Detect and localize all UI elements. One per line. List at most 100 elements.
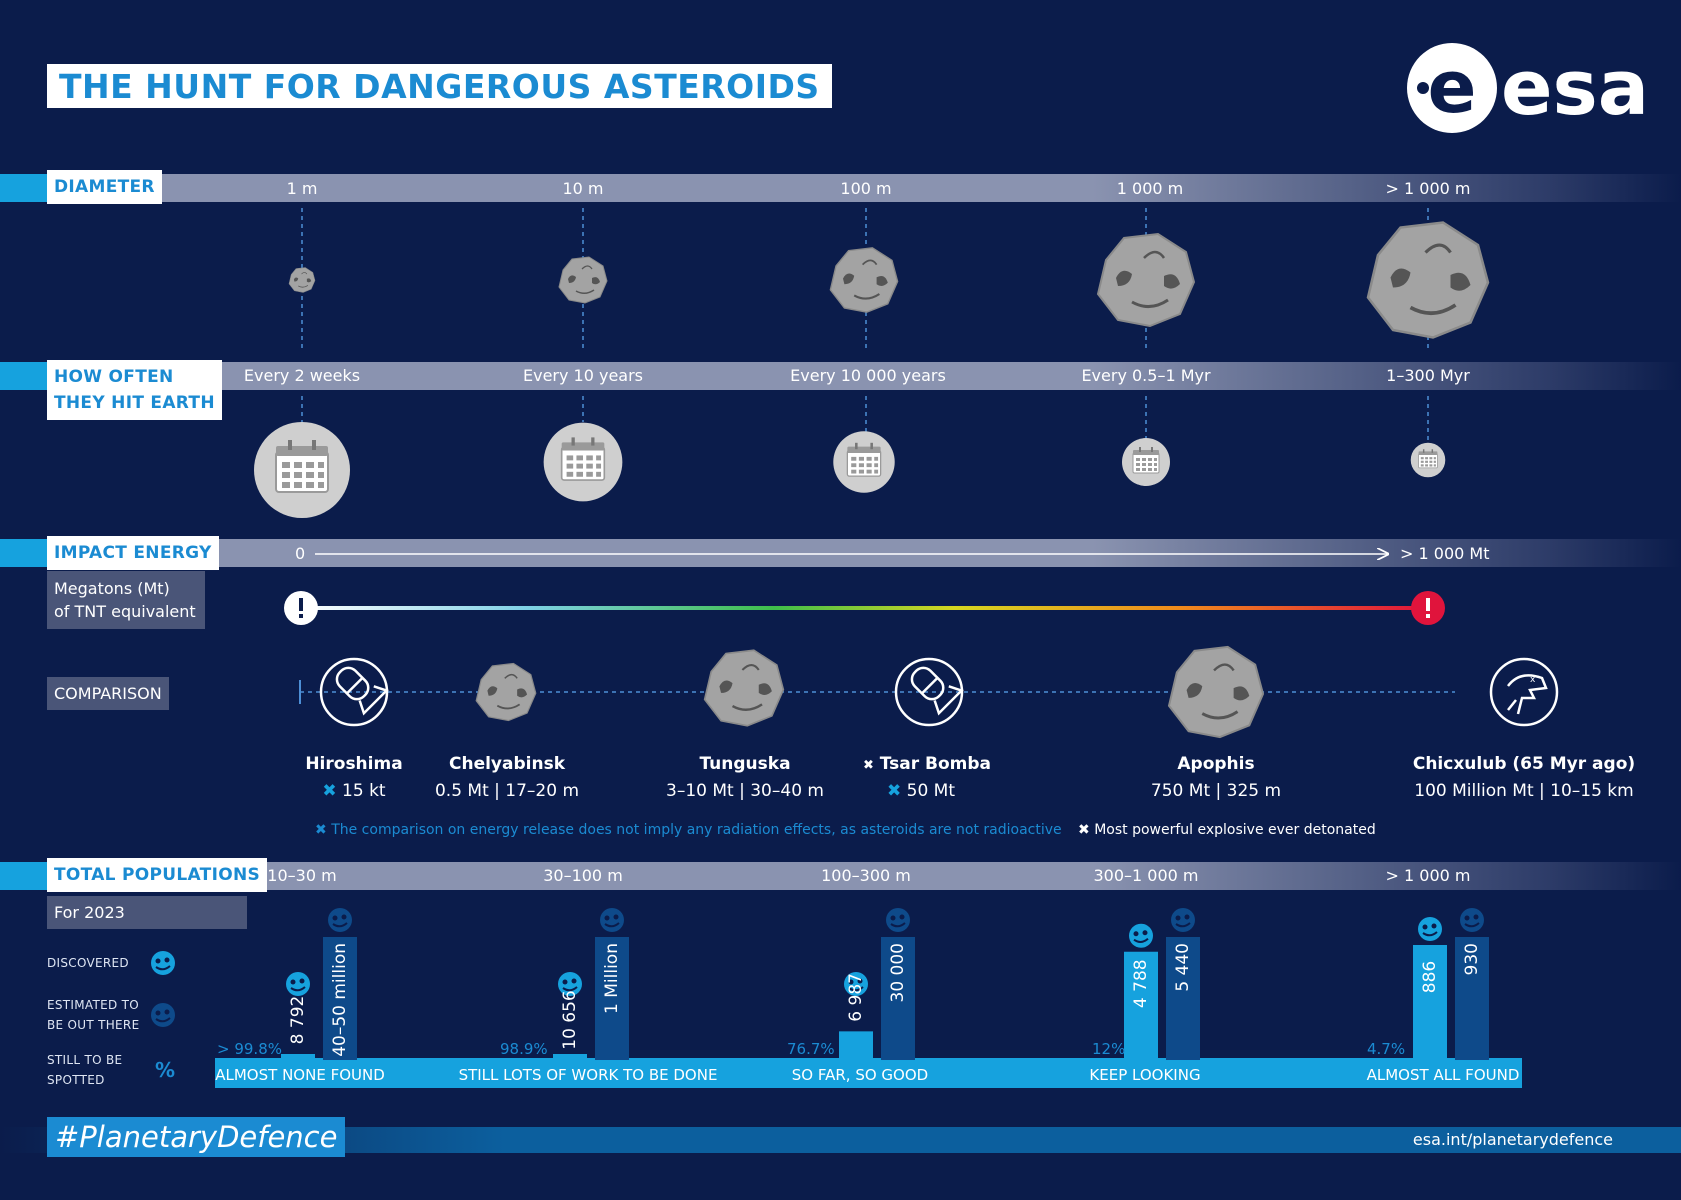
frequency-label: HOW OFTEN THEY HIT EARTH	[47, 360, 222, 420]
energy-band	[0, 539, 1681, 567]
estimated-value-label: 1 Million	[602, 943, 622, 1014]
frequency-300myr: 1–300 Myr	[1386, 366, 1470, 385]
radiation-note: ✖ The comparison on energy release does …	[315, 822, 1062, 838]
powerful-note-text: Most powerful explosive ever detonated	[1094, 822, 1376, 838]
verdict-label: ALMOST NONE FOUND	[215, 1066, 385, 1084]
population-category-label: 10–30 m	[267, 866, 337, 885]
asteroid-gt1000m-icon	[1366, 220, 1490, 340]
legend-icons	[151, 951, 175, 1027]
energy-label: IMPACT ENERGY	[47, 536, 219, 570]
svg-text:e: e	[1428, 45, 1477, 129]
estimated-bar	[1166, 937, 1200, 1060]
estimated-bar	[1455, 937, 1489, 1060]
energy-gradient-bar	[301, 606, 1428, 610]
population-category-label: 300–1 000 m	[1093, 866, 1199, 885]
footer-url[interactable]: esa.int/planetarydefence	[1412, 1130, 1613, 1149]
still-to-be-spotted-percent: 12%	[1092, 1040, 1125, 1058]
comparison-name-apophis: Apophis	[1177, 754, 1255, 774]
discovered-value-label: 6 987	[846, 973, 866, 1022]
asteroid-10m-icon	[558, 256, 608, 304]
discovered-asteroid-icon	[1418, 917, 1442, 941]
frequency-10years: Every 10 years	[522, 366, 644, 385]
asteroid-icon	[1167, 645, 1265, 739]
discovered-value-label: 10 656	[560, 990, 580, 1049]
comparison-name-chicxulub: Chicxulub (65 Myr ago)	[1412, 754, 1636, 774]
diameter-100m: 100 m	[840, 179, 892, 198]
calendar-icon	[1121, 437, 1171, 487]
frequency-2weeks: Every 2 weeks	[243, 366, 361, 385]
legend-spotted-line1: STILL TO BE	[47, 1053, 123, 1067]
bomb-icon	[894, 656, 964, 727]
estimated-asteroid-icon	[328, 908, 352, 932]
estimated-bar	[595, 937, 629, 1060]
populations-band	[0, 862, 1681, 890]
frequency-calendars	[253, 396, 1446, 519]
powerful-note-icon: ✖	[1078, 822, 1090, 838]
legend-estimated-line2: BE OUT THERE	[47, 1018, 140, 1032]
discovered-bar	[839, 1031, 873, 1060]
legend-estimated: ESTIMATED TO BE OUT THERE	[47, 995, 139, 1035]
energy-scale	[284, 540, 1445, 625]
still-to-be-spotted-percent: 76.7%	[787, 1040, 835, 1058]
legend-percent: %	[155, 1058, 176, 1082]
populations-chart: 8 792 10 656 6 987 4 788 886 40–50 million 1 M…	[215, 908, 1522, 1088]
logo-text: esa	[1501, 43, 1649, 132]
verdict-label: KEEP LOOKING	[1089, 1066, 1200, 1084]
diameter-10m: 10 m	[562, 179, 604, 198]
calendar-icon	[832, 430, 896, 494]
discovered-bar	[1124, 951, 1158, 1060]
frequency-myr: Every 0.5–1 Myr	[1081, 366, 1211, 385]
estimated-asteroid-icon	[1460, 908, 1484, 932]
comparison-name-tunguska: Tunguska	[699, 754, 791, 774]
diameter-1000m: 1 000 m	[1116, 179, 1184, 198]
powerful-note: ✖ Most powerful explosive ever detonated	[1078, 822, 1376, 838]
warning-high-icon	[1411, 591, 1445, 625]
still-to-be-spotted-percent: > 99.8%	[217, 1040, 282, 1058]
estimated-asteroid-icon	[600, 908, 624, 932]
frequency-band	[0, 362, 1681, 390]
hashtag-badge: #PlanetaryDefence	[47, 1117, 346, 1157]
asteroid-1m-icon	[288, 267, 316, 293]
comparison-value-chelyabinsk: 0.5 Mt | 17–20 m	[434, 781, 580, 801]
discovered-bar	[1413, 945, 1447, 1060]
comparison-label: COMPARISON	[47, 677, 169, 710]
calendar-icon	[253, 421, 351, 519]
diameter-asteroids	[288, 208, 1490, 350]
population-category-label: 30–100 m	[543, 866, 623, 885]
legend-spotted-line2: SPOTTED	[47, 1073, 105, 1087]
diameter-gt1000m: > 1 000 m	[1385, 179, 1471, 198]
frequency-label-line2: THEY HIT EARTH	[54, 393, 215, 413]
comparison-value-tsar-bomba-text: 50 Mt	[906, 781, 956, 801]
warning-low-icon	[284, 591, 318, 625]
comparison-icons: x	[299, 645, 1559, 739]
asteroid-1000m-icon	[1096, 232, 1196, 328]
comparison-value-apophis: 750 Mt | 325 m	[1150, 781, 1282, 801]
comparison-name-hiroshima: Hiroshima	[305, 754, 403, 774]
comparison-name-tsar-bomba: ✖ Tsar Bomba	[863, 754, 991, 774]
radiation-note-marker-icon: ✖	[886, 781, 902, 801]
comparison-value-chicxulub: 100 Million Mt | 10–15 km	[1414, 781, 1634, 801]
verdict-label: ALMOST ALL FOUND	[1367, 1066, 1520, 1084]
estimated-value-label: 930	[1462, 943, 1482, 975]
frequency-10000years: Every 10 000 years	[790, 366, 946, 385]
asteroid-icon	[703, 649, 785, 727]
legend-estimated-line1: ESTIMATED TO	[47, 998, 140, 1012]
calendar-icon	[1410, 442, 1446, 478]
verdict-label: STILL LOTS OF WORK TO BE DONE	[459, 1066, 718, 1084]
radiation-note-icon: ✖	[315, 822, 327, 838]
estimated-asteroid-icon	[1171, 908, 1195, 932]
esa-logo: e esa	[1405, 42, 1655, 134]
discovered-asteroid-icon	[151, 951, 175, 975]
discovered-bar	[281, 1054, 315, 1060]
discovered-asteroid-icon	[844, 972, 868, 996]
diameter-1m: 1 m	[286, 179, 318, 198]
page-title-text: THE HUNT FOR DANGEROUS ASTEROIDS	[59, 66, 820, 106]
hashtag-text: #PlanetaryDefence	[55, 1120, 338, 1154]
page-title: THE HUNT FOR DANGEROUS ASTEROIDS	[47, 64, 832, 108]
energy-sublabel-line1: Megatons (Mt)	[54, 579, 170, 598]
estimated-value-label: 30 000	[888, 943, 908, 1002]
asteroid-100m-icon	[829, 246, 899, 314]
estimated-asteroid-icon	[886, 908, 910, 932]
frequency-label-line1: HOW OFTEN	[54, 367, 174, 387]
populations-sublabel: For 2023	[47, 896, 247, 929]
